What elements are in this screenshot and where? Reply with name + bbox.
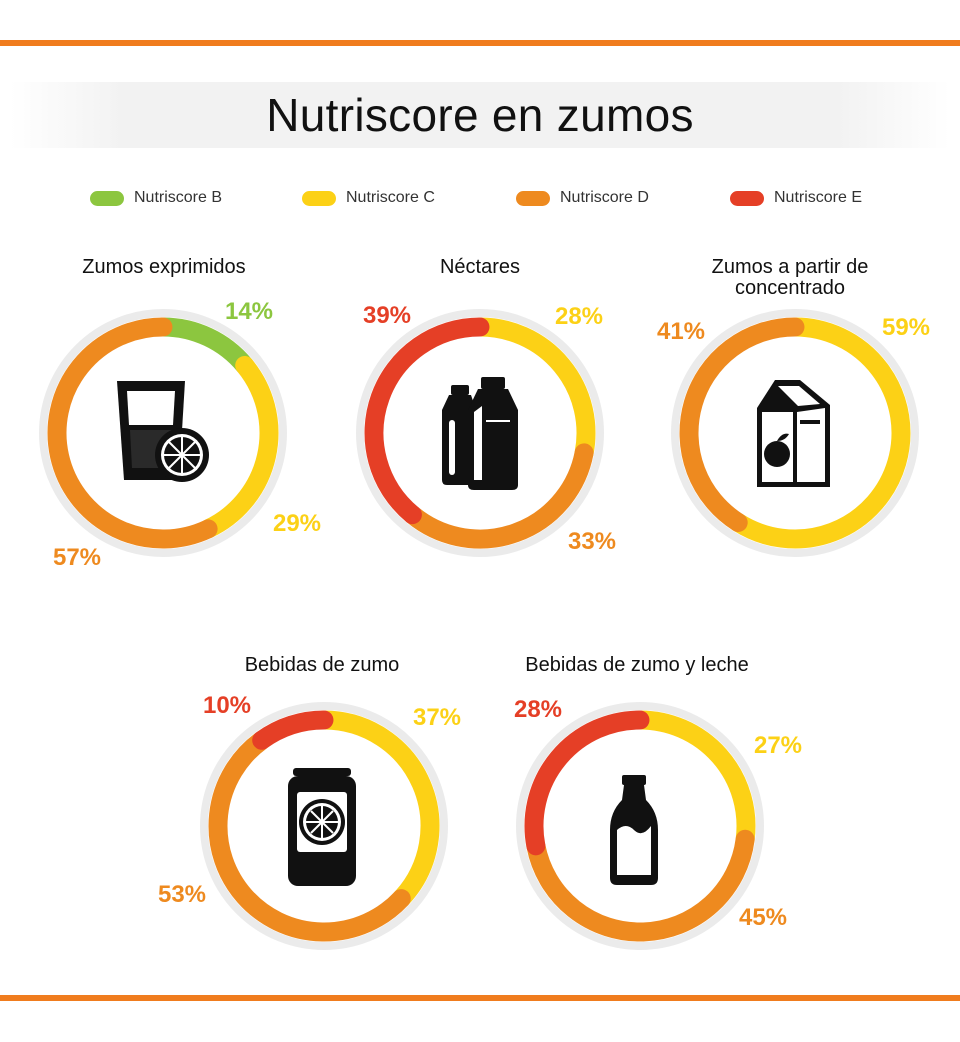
legend-label-e: Nutriscore E [774, 189, 863, 206]
slice-nutriscore-d [402, 443, 594, 549]
milk-bottle-icon [610, 775, 658, 885]
chart-title-zumos-exprimidos: Zumos exprimidos [82, 256, 246, 278]
legend-swatch-b [90, 191, 124, 206]
slice-nutriscore-d [208, 730, 411, 942]
data-label-nutriscore-d: 45% [738, 904, 788, 931]
slice-nutriscore-c [198, 355, 279, 539]
juice-carton-icon [757, 380, 830, 487]
glass-with-lemon-icon [117, 381, 209, 482]
legend-label-c: Nutriscore C [346, 189, 435, 206]
title-band [10, 82, 950, 148]
top-orange-rule [0, 40, 960, 46]
data-label-nutriscore-c: 28% [554, 303, 604, 330]
data-label-nutriscore-c: 59% [881, 314, 931, 341]
chart-title-bebidas-de-zumo: Bebidas de zumo [244, 654, 400, 676]
slice-nutriscore-d [679, 317, 805, 532]
data-label-nutriscore-e: 10% [202, 692, 252, 719]
data-label-nutriscore-c: 27% [753, 732, 803, 759]
legend-label-d: Nutriscore D [560, 189, 649, 206]
data-label-nutriscore-d: 41% [656, 318, 706, 345]
chart-title-nectares: Néctares [439, 256, 521, 278]
slice-nutriscore-b [153, 317, 255, 375]
legend-label-b: Nutriscore B [134, 189, 223, 206]
data-label-nutriscore-c: 37% [412, 704, 462, 731]
legend-swatch-d [516, 191, 550, 206]
slice-nutriscore-e [252, 710, 334, 750]
data-label-nutriscore-e: 28% [513, 696, 563, 723]
page-title: Nutriscore en zumos [266, 89, 694, 141]
orange-can-icon [288, 768, 356, 886]
two-bottles-icon [442, 377, 518, 490]
slice-nutriscore-c [630, 710, 756, 849]
data-label-nutriscore-d: 33% [567, 528, 617, 555]
data-label-nutriscore-d: 53% [157, 881, 207, 908]
legend-swatch-c [302, 191, 336, 206]
data-label-nutriscore-b: 14% [224, 298, 274, 325]
slice-nutriscore-d [47, 317, 218, 549]
slice-nutriscore-c [314, 710, 440, 909]
data-label-nutriscore-c: 29% [272, 510, 322, 537]
slice-nutriscore-e [524, 710, 650, 856]
bottom-orange-rule [0, 995, 960, 1001]
chart-title-concentrado: Zumos a partir de concentrado [711, 256, 869, 299]
data-label-nutriscore-d: 57% [52, 544, 102, 571]
chart-title-bebidas-zumo-leche: Bebidas de zumo y leche [525, 654, 749, 676]
slice-nutriscore-e [364, 317, 490, 525]
slice-nutriscore-d [526, 829, 755, 942]
data-label-nutriscore-e: 39% [362, 302, 412, 329]
slice-nutriscore-c [470, 317, 596, 463]
slice-nutriscore-c [728, 317, 911, 549]
legend-swatch-e [730, 191, 764, 206]
